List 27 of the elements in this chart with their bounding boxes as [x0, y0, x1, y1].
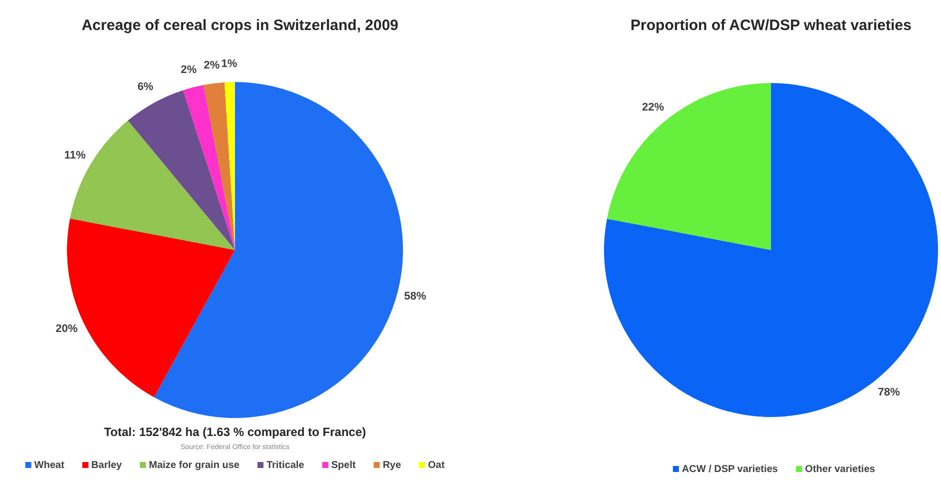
- data-label: 22%: [642, 101, 664, 114]
- legend-label: Triticale: [266, 460, 305, 470]
- legend-label: Oat: [428, 460, 446, 470]
- chart-title: Proportion of ACW/DSP wheat varieties: [630, 17, 912, 34]
- data-label: 58%: [404, 290, 426, 302]
- pie-slice: [606, 83, 771, 250]
- data-label: 78%: [878, 386, 900, 399]
- data-label: 11%: [64, 149, 86, 162]
- legend-label: Wheat: [34, 460, 65, 470]
- data-label: 6%: [137, 81, 154, 94]
- pie-slice: [154, 82, 403, 418]
- data-label: 1%: [221, 58, 238, 70]
- pie-slice: [128, 90, 235, 250]
- data-label: 2%: [204, 59, 220, 72]
- legend-label: Rye: [382, 460, 402, 470]
- legend-label: Barley: [91, 460, 122, 470]
- legend-label: Maize for grain use: [148, 460, 240, 470]
- legend-label: Other varieties: [805, 464, 876, 474]
- legend-label: ACW / DSP varieties: [682, 464, 778, 474]
- chart-title: Acreage of cereal crops in Switzerland, 2009: [82, 17, 398, 34]
- text: Total: 152'842 ha (1.63 % compared to France): [104, 425, 366, 439]
- data-label: 2%: [180, 64, 197, 76]
- pie-slice: [204, 82, 235, 250]
- data-label: 20%: [56, 323, 78, 336]
- pie-slice: [604, 83, 938, 417]
- pie-slice: [183, 84, 235, 250]
- legend-label: Spelt: [331, 460, 356, 470]
